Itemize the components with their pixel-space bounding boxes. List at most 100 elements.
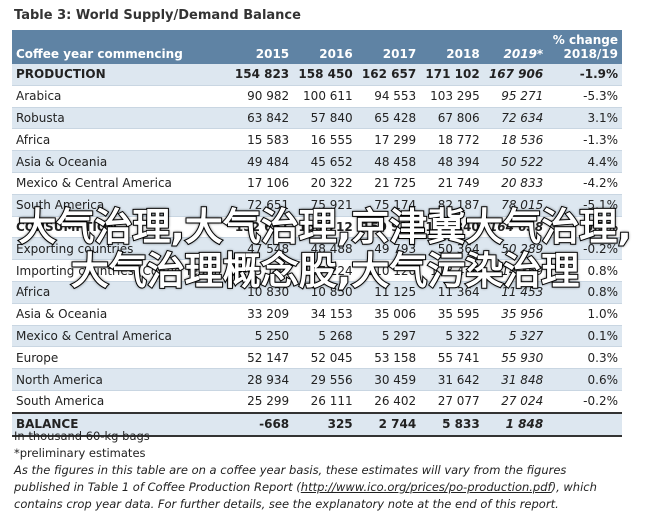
- year-header: 2018: [420, 30, 484, 64]
- table-row: Arabica 90 982 100 611 94 553 103 295 95 271-…: [12, 85, 622, 108]
- cell: 113 476: [420, 259, 484, 282]
- watermark: 大气治理,大气治理,京津冀大气治理,大气治理概念股,大气污染治理: [17, 204, 632, 294]
- cell: 95 271: [483, 85, 548, 108]
- cell: 3.1%: [547, 107, 622, 130]
- table-row: Africa 15 583 16 555 17 299 18 772 18 536 -1.3…: [12, 128, 622, 152]
- cell: 5 322: [420, 325, 484, 348]
- table-row: PRODUCTION 154 823 158 450 162 657 171 102 16…: [12, 64, 622, 86]
- row-label: Robusta: [12, 107, 230, 130]
- cell: 11 453: [483, 281, 548, 304]
- cell: -668: [229, 411, 294, 437]
- table-row: Asia & Oceania 49 484 45 652 48 458 48 394 50…: [12, 150, 622, 173]
- table-row: North America 28 934 29 556 30 459 31 642 31 …: [12, 368, 622, 391]
- cell: 47 548: [229, 237, 294, 261]
- cell: 4.4%: [547, 150, 622, 173]
- row-label: PRODUCTION: [12, 64, 230, 86]
- cell: 107 224: [293, 259, 357, 282]
- cell: 48 394: [420, 150, 484, 173]
- cell: 17 106: [229, 172, 294, 195]
- cell: 48 458: [356, 150, 421, 173]
- cell: 163 840: [420, 216, 484, 239]
- cell: 2 744: [356, 411, 421, 437]
- cell: 50 522: [483, 150, 548, 173]
- table-row: South America 25 299 26 111 26 402 27 077 27 …: [12, 390, 622, 414]
- cell: 159 913: [356, 216, 421, 239]
- cell: 48 488: [293, 237, 357, 261]
- row-label: BALANCE: [12, 411, 230, 437]
- cell: 100 611: [293, 85, 357, 108]
- cell: 0.8%: [547, 259, 622, 282]
- cell: 15 583: [229, 128, 294, 152]
- cell: 25 299: [229, 390, 294, 414]
- cell: 16 555: [293, 128, 357, 152]
- row-label: Europe: [12, 346, 230, 370]
- cell: 28 934: [229, 368, 294, 391]
- cell: 158 450: [293, 64, 357, 86]
- cell: 82 187: [420, 194, 484, 217]
- note: In thousand 60-kg bags: [14, 429, 150, 443]
- row-label: Arabica: [12, 85, 230, 108]
- row-label: Asia & Oceania: [12, 150, 230, 173]
- row-label: Exporting countries: [12, 237, 230, 261]
- cell: 57 840: [293, 107, 357, 130]
- year-header: 2017: [356, 30, 421, 64]
- cell: 49 793: [356, 237, 421, 261]
- cell: 55 930: [483, 346, 548, 370]
- cell: 114 369: [483, 259, 548, 282]
- table-row: Importing countries (Coffee Years) 105 10…: [12, 259, 622, 282]
- row-label: South America: [12, 194, 230, 217]
- cell: 78 015: [483, 194, 548, 217]
- cell: 21 725: [356, 172, 421, 195]
- cell: 20 322: [293, 172, 357, 195]
- table-row: Mexico & Central America 5 250 5 268 5 297 5…: [12, 325, 622, 348]
- cell: 0.1%: [547, 325, 622, 348]
- row-label: Mexico & Central America: [12, 172, 230, 195]
- source-text: ), which contains crop year data. For fu…: [14, 480, 597, 511]
- cell: 49 484: [229, 150, 294, 173]
- cell: 17 299: [356, 128, 421, 152]
- cell: 5 327: [483, 325, 548, 348]
- cell: 155 712: [293, 216, 357, 239]
- cell: -1.3%: [547, 128, 622, 152]
- change-header: % change 2018/19: [547, 30, 622, 64]
- supply-demand-table: Coffee year commencing 2015 2016 2017 20…: [12, 30, 622, 437]
- cell: 27 077: [420, 390, 484, 414]
- cell: 30 459: [356, 368, 421, 391]
- cell: -5.3%: [547, 85, 622, 108]
- source-link[interactable]: http://www.ico.org/prices/po-production.…: [300, 480, 552, 494]
- cell: 21 749: [420, 172, 484, 195]
- row-label: Asia & Oceania: [12, 303, 230, 326]
- cell: -0.2%: [547, 390, 622, 414]
- cell: 0.5%: [547, 216, 622, 239]
- cell: 35 006: [356, 303, 421, 326]
- cell: 105 103: [229, 259, 294, 282]
- cell: 75 174: [356, 194, 421, 217]
- cell: 18 536: [483, 128, 548, 152]
- row-label: Africa: [12, 128, 230, 152]
- cell: 11 364: [420, 281, 484, 304]
- source-note: As the figures in this table are on a co…: [14, 462, 614, 513]
- table-row: Asia & Oceania 33 209 34 153 35 006 35 595 35…: [12, 303, 622, 326]
- cell: -4.2%: [547, 172, 622, 195]
- cell: 103 295: [420, 85, 484, 108]
- cell: 171 102: [420, 64, 484, 86]
- cell: 11 125: [356, 281, 421, 304]
- cell: 26 111: [293, 390, 357, 414]
- cell: 90 982: [229, 85, 294, 108]
- cell: 35 595: [420, 303, 484, 326]
- header-label: Coffee year commencing: [12, 30, 230, 64]
- cell: 5 833: [420, 411, 484, 437]
- cell: 5 297: [356, 325, 421, 348]
- cell: 72 634: [483, 107, 548, 130]
- table-row: CONSUMPTION 152 651 155 712 159 913 163 840 1…: [12, 216, 622, 239]
- cell: 65 428: [356, 107, 421, 130]
- cell: -1.9%: [547, 64, 622, 86]
- cell: 5 268: [293, 325, 357, 348]
- cell: 50 364: [420, 237, 484, 261]
- table-row: Mexico & Central America 17 106 20 322 21 7…: [12, 172, 622, 195]
- cell: 154 823: [229, 64, 294, 86]
- table-title: Table 3: World Supply/Demand Balance: [14, 8, 301, 23]
- cell: 110 120: [356, 259, 421, 282]
- row-label: North America: [12, 368, 230, 391]
